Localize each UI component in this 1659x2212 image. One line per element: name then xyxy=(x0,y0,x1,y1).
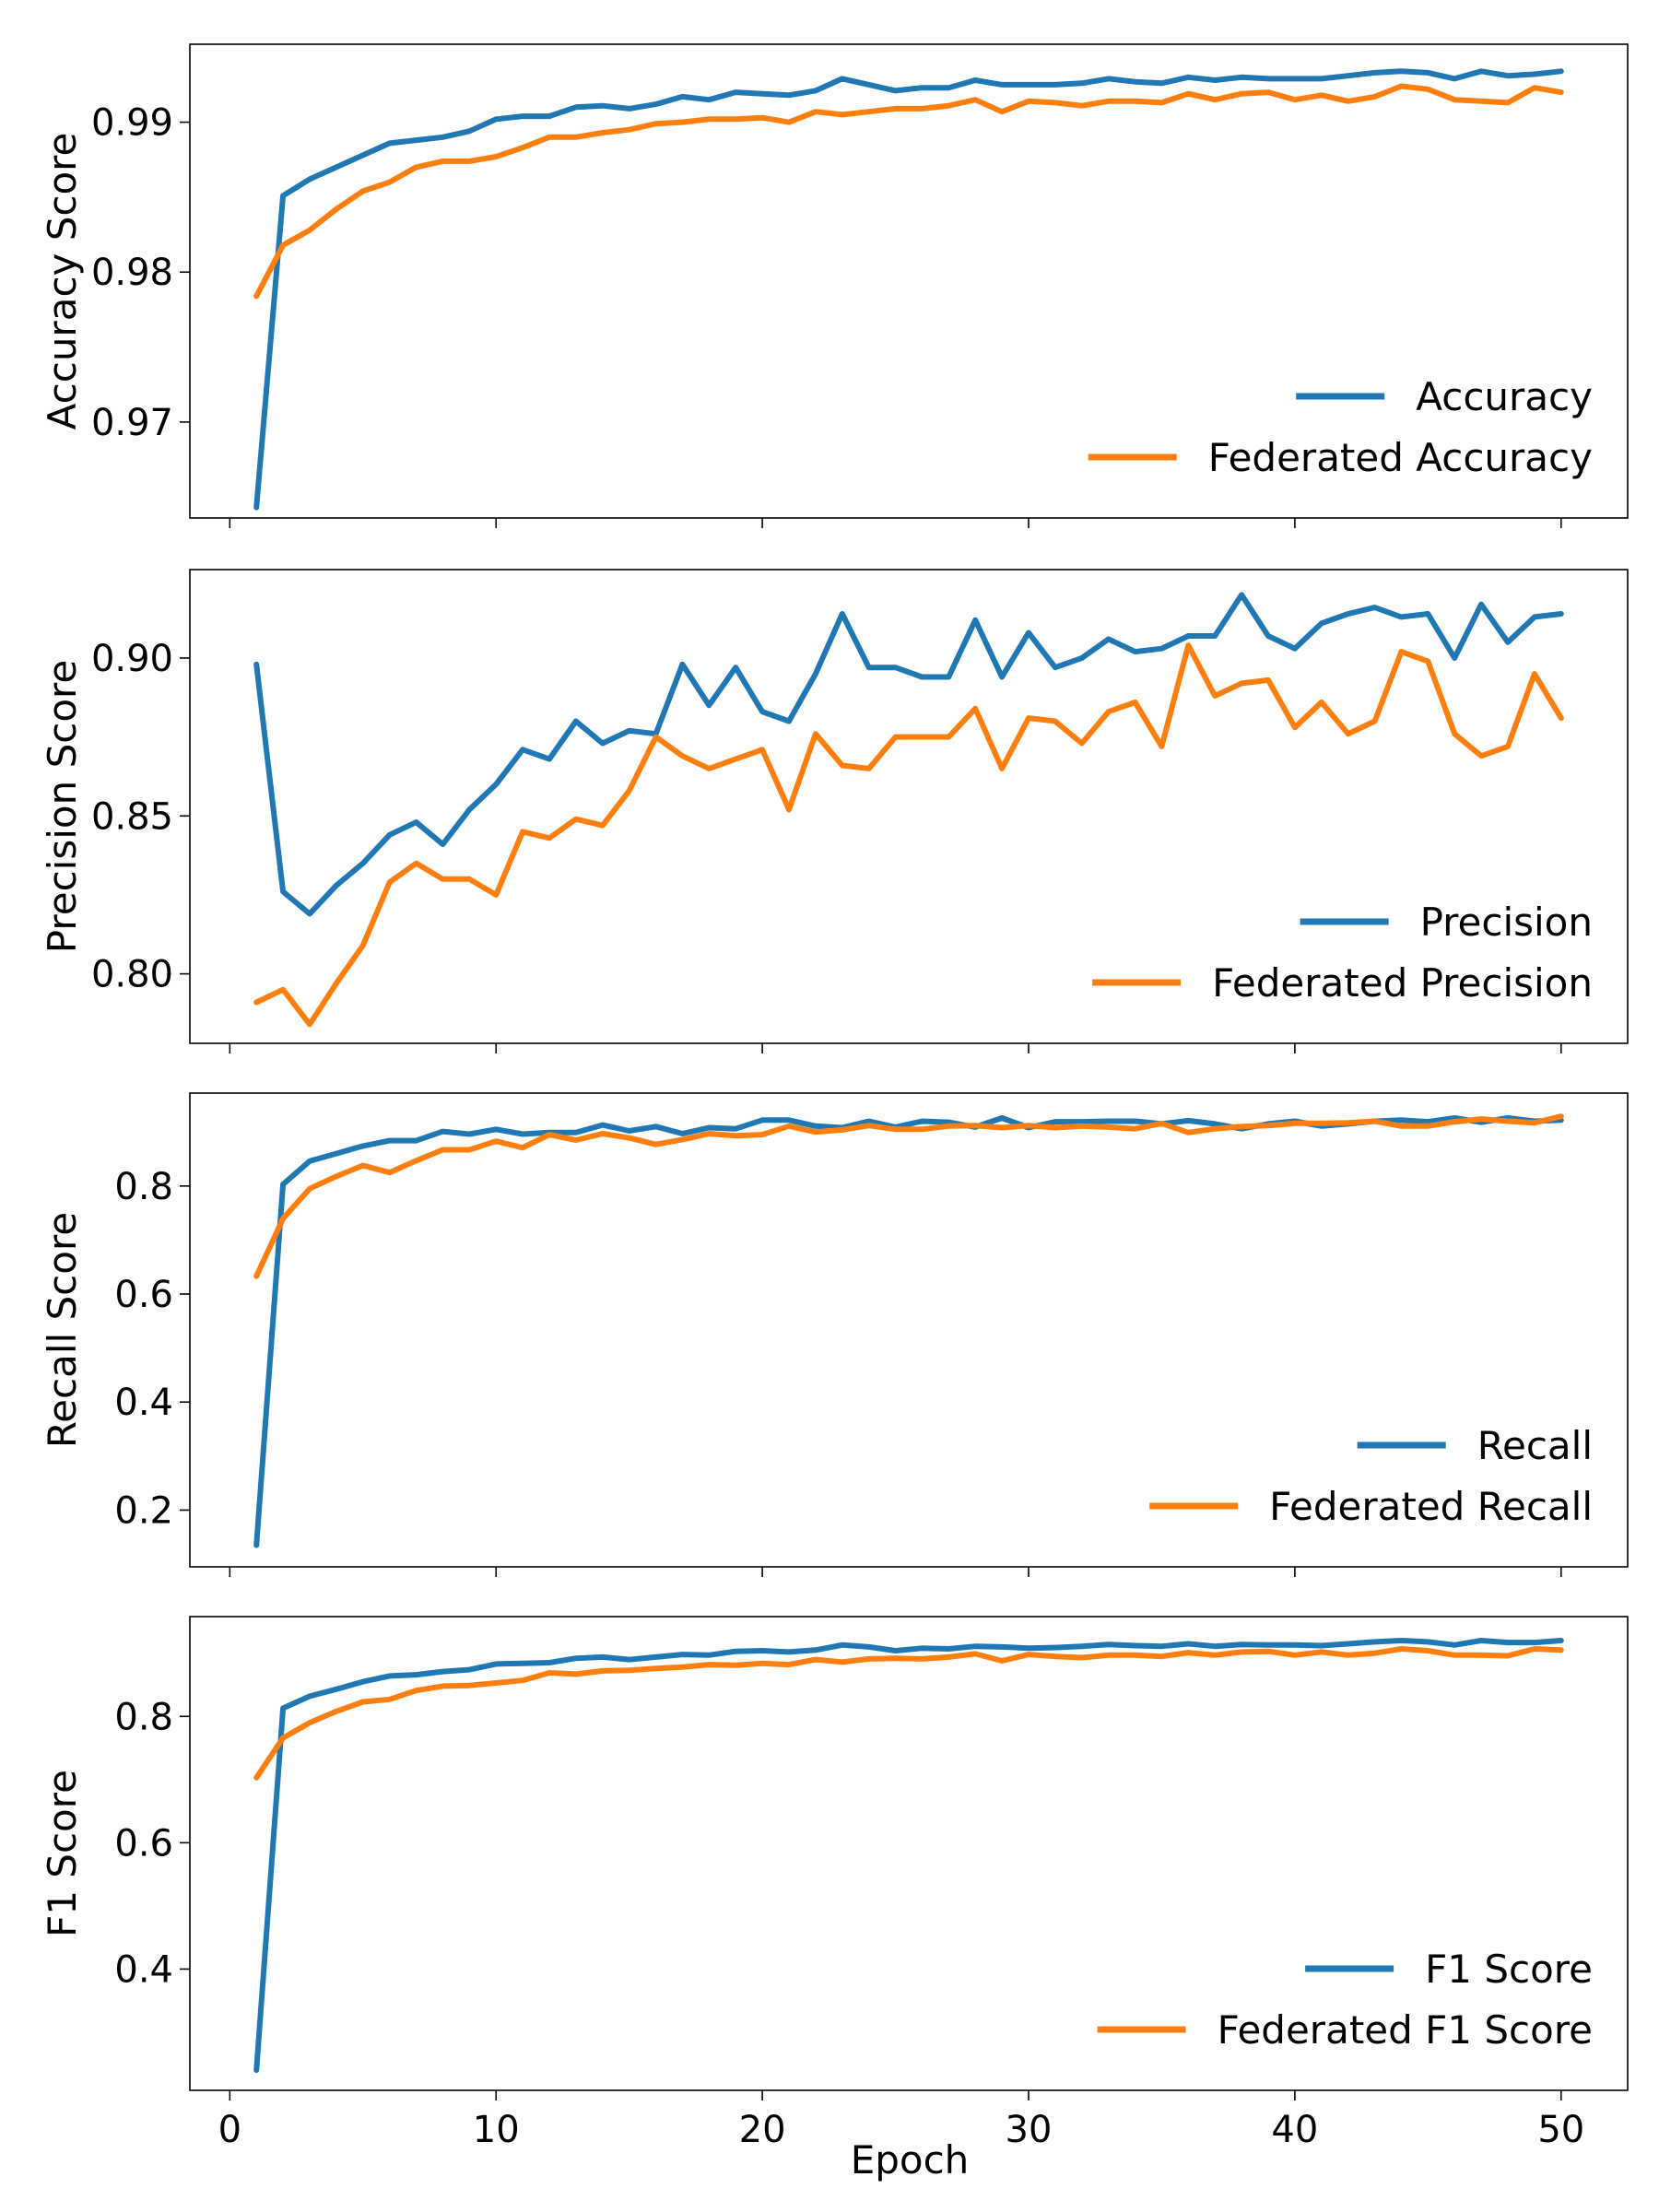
x-axis-label: Epoch xyxy=(851,2137,970,2183)
series-line-federated-f1-score xyxy=(253,1646,1564,1781)
y-tick-label: 0.90 xyxy=(91,638,173,680)
legend-label: Recall xyxy=(1477,1423,1593,1468)
plot-frame xyxy=(189,569,1629,1044)
series-line-federated-accuracy xyxy=(253,83,1564,300)
x-tick-label: 50 xyxy=(1537,2109,1584,2151)
legend-label: Federated Recall xyxy=(1269,1484,1593,1529)
series-line-precision xyxy=(253,592,1564,917)
x-tick-label: 30 xyxy=(1006,2109,1053,2151)
y-tick-label: 0.97 xyxy=(91,402,173,444)
legend: F1 Score Federated F1 Score xyxy=(1097,1947,1593,2053)
x-tick-label: 40 xyxy=(1271,2109,1318,2151)
y-tick-label: 0.99 xyxy=(91,102,173,145)
legend-label: Precision xyxy=(1420,900,1593,945)
legend-label: F1 Score xyxy=(1425,1947,1593,1992)
panel-recall-score: 0.2 0.4 0.6 0.8 Recall Score Recall Federated … xyxy=(40,1092,1629,1577)
y-tick-label: 0.8 xyxy=(114,1696,173,1738)
y-axis-label: Accuracy Score xyxy=(40,133,85,430)
x-tick-label: 10 xyxy=(473,2109,520,2151)
y-tick-label: 0.85 xyxy=(91,795,173,838)
legend-label: Accuracy xyxy=(1416,374,1593,419)
legend: Precision Federated Precision xyxy=(1092,900,1593,1006)
legend: Accuracy Federated Accuracy xyxy=(1088,374,1593,480)
series-line-federated-recall xyxy=(253,1113,1564,1279)
y-tick-label: 0.98 xyxy=(91,252,173,294)
plot-frame xyxy=(189,43,1629,519)
y-tick-label: 0.8 xyxy=(114,1166,173,1208)
y-tick-label: 0.4 xyxy=(114,1382,173,1424)
y-tick-label: 0.6 xyxy=(114,1822,173,1865)
y-axis-label: Recall Score xyxy=(40,1212,85,1448)
legend: Recall Federated Recall xyxy=(1149,1423,1593,1529)
plot-frame xyxy=(189,1616,1629,2091)
plot-frame xyxy=(189,1092,1629,1568)
y-axis-label: Precision Score xyxy=(40,660,85,953)
y-tick-label: 0.4 xyxy=(114,1948,173,1991)
series-line-recall xyxy=(253,1115,1564,1548)
legend-label: Federated F1 Score xyxy=(1218,2007,1593,2053)
legend-label: Federated Precision xyxy=(1212,960,1593,1006)
series-line-accuracy xyxy=(253,68,1564,511)
series-line-federated-precision xyxy=(253,642,1564,1028)
y-axis-label: F1 Score xyxy=(40,1770,85,1937)
legend-label: Federated Accuracy xyxy=(1208,435,1593,480)
series-line-f1-score xyxy=(253,1638,1564,2074)
y-tick-label: 0.80 xyxy=(91,954,173,996)
x-tick-label: 20 xyxy=(739,2109,786,2151)
y-tick-label: 0.6 xyxy=(114,1274,173,1316)
x-tick-label: 0 xyxy=(218,2109,241,2151)
y-tick-label: 0.2 xyxy=(114,1489,173,1532)
panel-f1-score: 0.4 0.6 0.8 0 10 20 30 40 50 F1 Score F1 Score Fede… xyxy=(40,1616,1629,2151)
